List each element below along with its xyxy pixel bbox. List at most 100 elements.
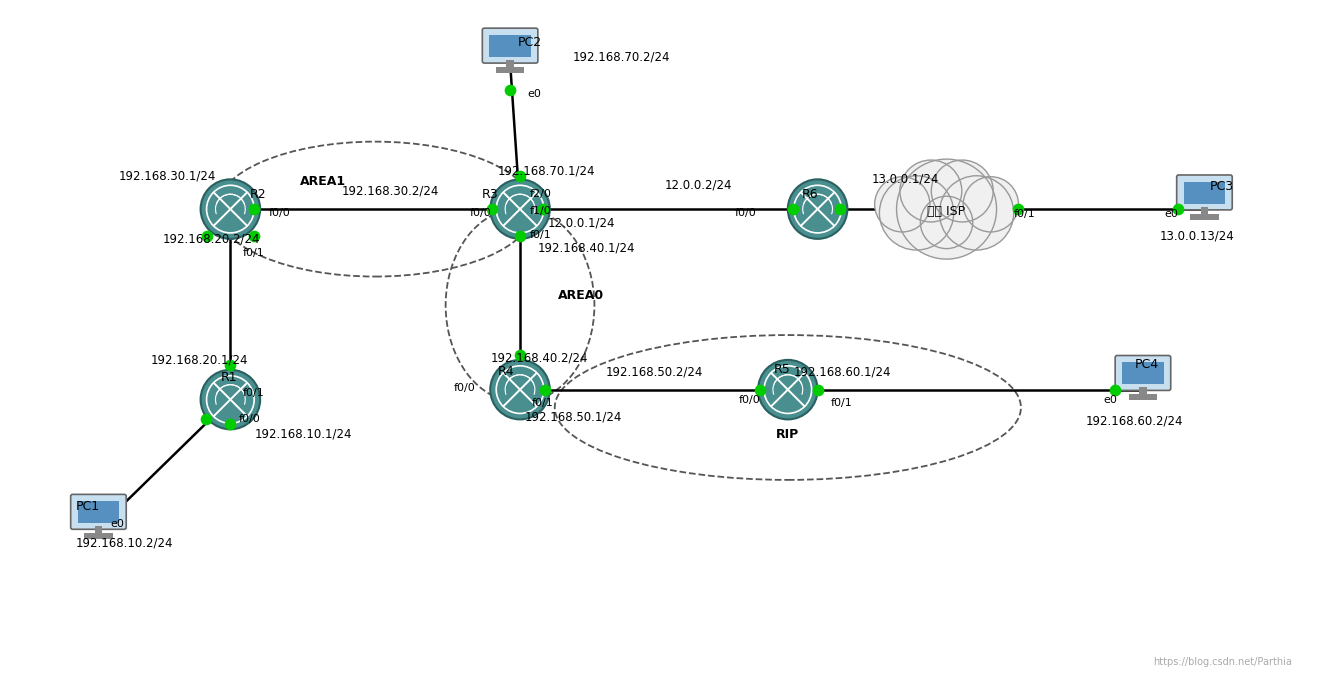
Point xyxy=(829,204,851,215)
Text: f2/0: f2/0 xyxy=(530,189,552,200)
FancyBboxPatch shape xyxy=(1115,356,1171,390)
Text: 电信 ISP: 电信 ISP xyxy=(928,204,965,217)
Point xyxy=(499,85,520,96)
Text: R3: R3 xyxy=(482,188,498,201)
Circle shape xyxy=(880,175,954,250)
Text: 192.168.60.2/24: 192.168.60.2/24 xyxy=(1085,415,1183,428)
Text: R1: R1 xyxy=(221,372,237,384)
Text: 192.168.60.1/24: 192.168.60.1/24 xyxy=(793,365,892,378)
FancyBboxPatch shape xyxy=(482,28,538,63)
Text: f0/1: f0/1 xyxy=(530,230,551,240)
Circle shape xyxy=(201,369,260,429)
Text: RIP: RIP xyxy=(776,428,800,441)
Text: 192.168.20.2/24: 192.168.20.2/24 xyxy=(162,233,261,246)
Point xyxy=(196,230,217,241)
Text: 192.168.70.1/24: 192.168.70.1/24 xyxy=(498,165,595,178)
FancyBboxPatch shape xyxy=(1201,206,1209,215)
Circle shape xyxy=(490,360,550,420)
Circle shape xyxy=(759,360,817,420)
Text: AREA0: AREA0 xyxy=(558,289,604,302)
Text: PC3: PC3 xyxy=(1210,180,1234,193)
Circle shape xyxy=(874,177,930,232)
Point xyxy=(510,230,531,241)
Circle shape xyxy=(920,196,973,248)
Text: PC4: PC4 xyxy=(1135,358,1159,372)
Text: 192.168.30.1/24: 192.168.30.1/24 xyxy=(118,170,216,183)
Point xyxy=(510,171,531,182)
Text: f1/0: f1/0 xyxy=(530,206,551,216)
Text: f0/0: f0/0 xyxy=(735,208,756,218)
Text: 192.168.40.1/24: 192.168.40.1/24 xyxy=(538,241,635,255)
Text: f0/0: f0/0 xyxy=(739,394,760,405)
Text: 192.168.10.1/24: 192.168.10.1/24 xyxy=(254,428,351,441)
Point xyxy=(1008,204,1029,215)
Point xyxy=(482,204,503,215)
Point xyxy=(194,414,216,425)
Text: 12.0.0.1/24: 12.0.0.1/24 xyxy=(548,217,615,230)
Text: f0/1: f0/1 xyxy=(1014,209,1036,219)
Point xyxy=(510,350,531,361)
Text: 13.0.0.13/24: 13.0.0.13/24 xyxy=(1159,229,1235,242)
Text: PC2: PC2 xyxy=(518,36,542,49)
Text: R6: R6 xyxy=(801,188,819,201)
Point xyxy=(783,204,804,215)
Text: f0/1: f0/1 xyxy=(831,398,852,407)
Text: 192.168.70.2/24: 192.168.70.2/24 xyxy=(572,51,669,64)
Text: f0/0: f0/0 xyxy=(269,208,291,218)
Circle shape xyxy=(897,159,997,259)
FancyBboxPatch shape xyxy=(1190,214,1219,219)
Point xyxy=(220,359,241,370)
Text: 192.168.30.2/24: 192.168.30.2/24 xyxy=(342,185,439,197)
Text: 192.168.20.1/24: 192.168.20.1/24 xyxy=(150,354,249,367)
Point xyxy=(534,384,555,395)
Circle shape xyxy=(490,180,550,239)
Text: f0/0: f0/0 xyxy=(470,208,491,218)
Text: f0/0: f0/0 xyxy=(238,414,260,424)
Text: 192.168.10.2/24: 192.168.10.2/24 xyxy=(76,537,173,550)
Text: AREA1: AREA1 xyxy=(299,175,346,188)
Text: 192.168.50.2/24: 192.168.50.2/24 xyxy=(606,365,703,378)
Point xyxy=(244,230,265,241)
Point xyxy=(220,419,241,430)
Circle shape xyxy=(940,175,1014,250)
FancyBboxPatch shape xyxy=(490,35,531,57)
FancyBboxPatch shape xyxy=(1129,394,1157,400)
FancyBboxPatch shape xyxy=(1122,363,1163,384)
FancyBboxPatch shape xyxy=(77,502,118,523)
Text: R4: R4 xyxy=(498,365,515,378)
Point xyxy=(532,204,554,215)
FancyBboxPatch shape xyxy=(1183,182,1225,204)
Text: 192.168.40.2/24: 192.168.40.2/24 xyxy=(490,352,588,365)
Text: e0: e0 xyxy=(1165,209,1179,219)
Point xyxy=(1167,204,1189,215)
Point xyxy=(1105,384,1126,395)
Circle shape xyxy=(964,177,1018,232)
Text: e0: e0 xyxy=(527,89,540,99)
FancyBboxPatch shape xyxy=(1177,175,1233,210)
FancyBboxPatch shape xyxy=(95,526,102,535)
Text: 12.0.0.2/24: 12.0.0.2/24 xyxy=(666,179,732,192)
Text: f0/1: f0/1 xyxy=(242,387,264,398)
Text: f0/0: f0/0 xyxy=(454,383,475,393)
Circle shape xyxy=(900,160,962,222)
Circle shape xyxy=(788,180,848,239)
Circle shape xyxy=(932,160,993,222)
Text: f0/1: f0/1 xyxy=(532,398,554,407)
Point xyxy=(244,204,265,215)
Text: 13.0.0.1/24: 13.0.0.1/24 xyxy=(872,173,940,186)
Text: e0: e0 xyxy=(1103,394,1117,405)
Text: e0: e0 xyxy=(110,519,124,528)
Text: R5: R5 xyxy=(773,363,791,376)
Point xyxy=(749,384,771,395)
Text: f0/1: f0/1 xyxy=(242,248,264,258)
FancyBboxPatch shape xyxy=(84,533,113,539)
FancyBboxPatch shape xyxy=(71,495,126,529)
Text: R2: R2 xyxy=(250,188,266,201)
Text: 192.168.50.1/24: 192.168.50.1/24 xyxy=(524,411,623,424)
FancyBboxPatch shape xyxy=(506,60,514,68)
Point xyxy=(807,384,828,395)
Text: PC1: PC1 xyxy=(76,500,100,513)
FancyBboxPatch shape xyxy=(496,67,524,73)
Text: https://blog.csdn.net/Parthia: https://blog.csdn.net/Parthia xyxy=(1153,657,1291,667)
FancyBboxPatch shape xyxy=(1139,387,1147,396)
